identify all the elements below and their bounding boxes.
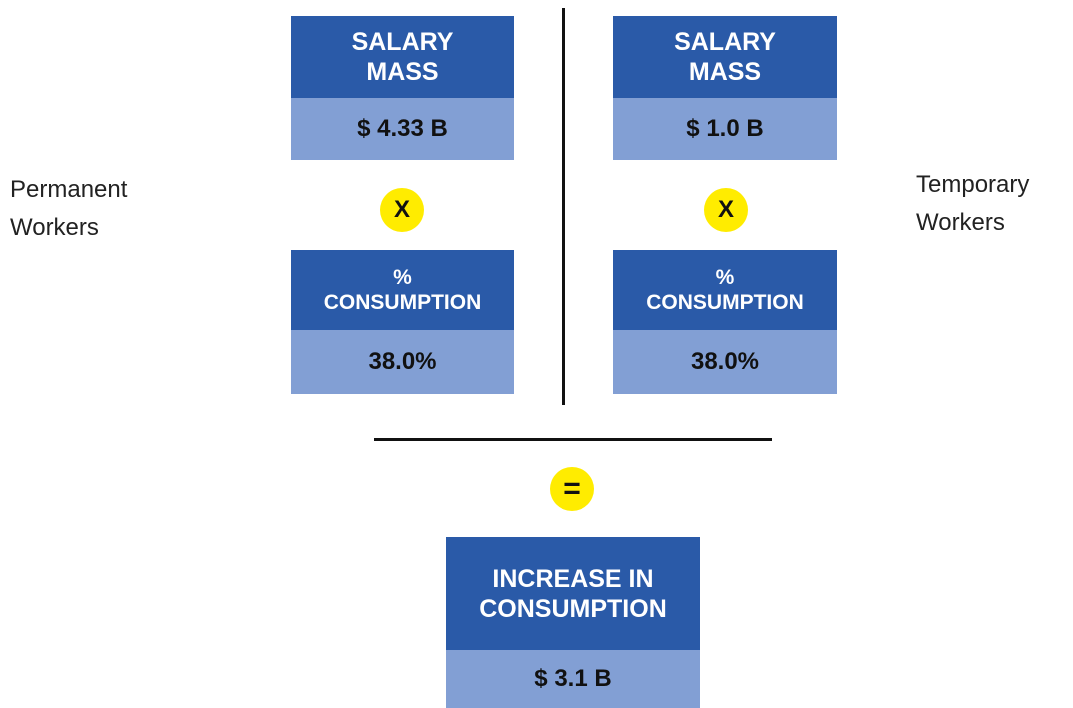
header-line: SALARY	[674, 28, 776, 56]
header-line: INCREASE IN	[492, 564, 654, 593]
label-line: Permanent	[10, 176, 128, 203]
label-line: Workers	[10, 214, 99, 241]
header-line: MASS	[366, 58, 439, 86]
box-value: 38.0%	[291, 330, 514, 394]
header-line: CONSUMPTION	[646, 291, 804, 314]
box-value: $ 1.0 B	[613, 98, 837, 160]
operator: X	[380, 188, 424, 232]
operator: =	[550, 467, 594, 511]
label-line: Temporary	[916, 171, 1030, 198]
label-line: Workers	[916, 209, 1005, 236]
header-line: %	[393, 265, 412, 289]
header-line: SALARY	[351, 28, 454, 56]
operator: X	[704, 188, 748, 232]
box-value: $ 3.1 B	[446, 650, 700, 708]
divider	[562, 8, 565, 405]
box-header: SALARY MASS	[291, 16, 514, 98]
right-label: Temporary Workers	[916, 166, 1029, 242]
box-header: % CONSUMPTION	[291, 250, 514, 330]
box-value: 38.0%	[613, 330, 837, 394]
box-value: $ 4.33 B	[291, 98, 514, 160]
fraction-line	[374, 438, 772, 441]
header-line: CONSUMPTION	[479, 594, 667, 623]
header-line: CONSUMPTION	[323, 291, 482, 314]
header-line: %	[715, 265, 735, 289]
left-label: Permanent Workers	[10, 171, 127, 247]
header-line: MASS	[688, 58, 762, 86]
box-header: SALARY MASS	[613, 16, 837, 98]
box-header: INCREASE IN CONSUMPTION	[446, 537, 700, 650]
box-header: % CONSUMPTION	[613, 250, 837, 330]
